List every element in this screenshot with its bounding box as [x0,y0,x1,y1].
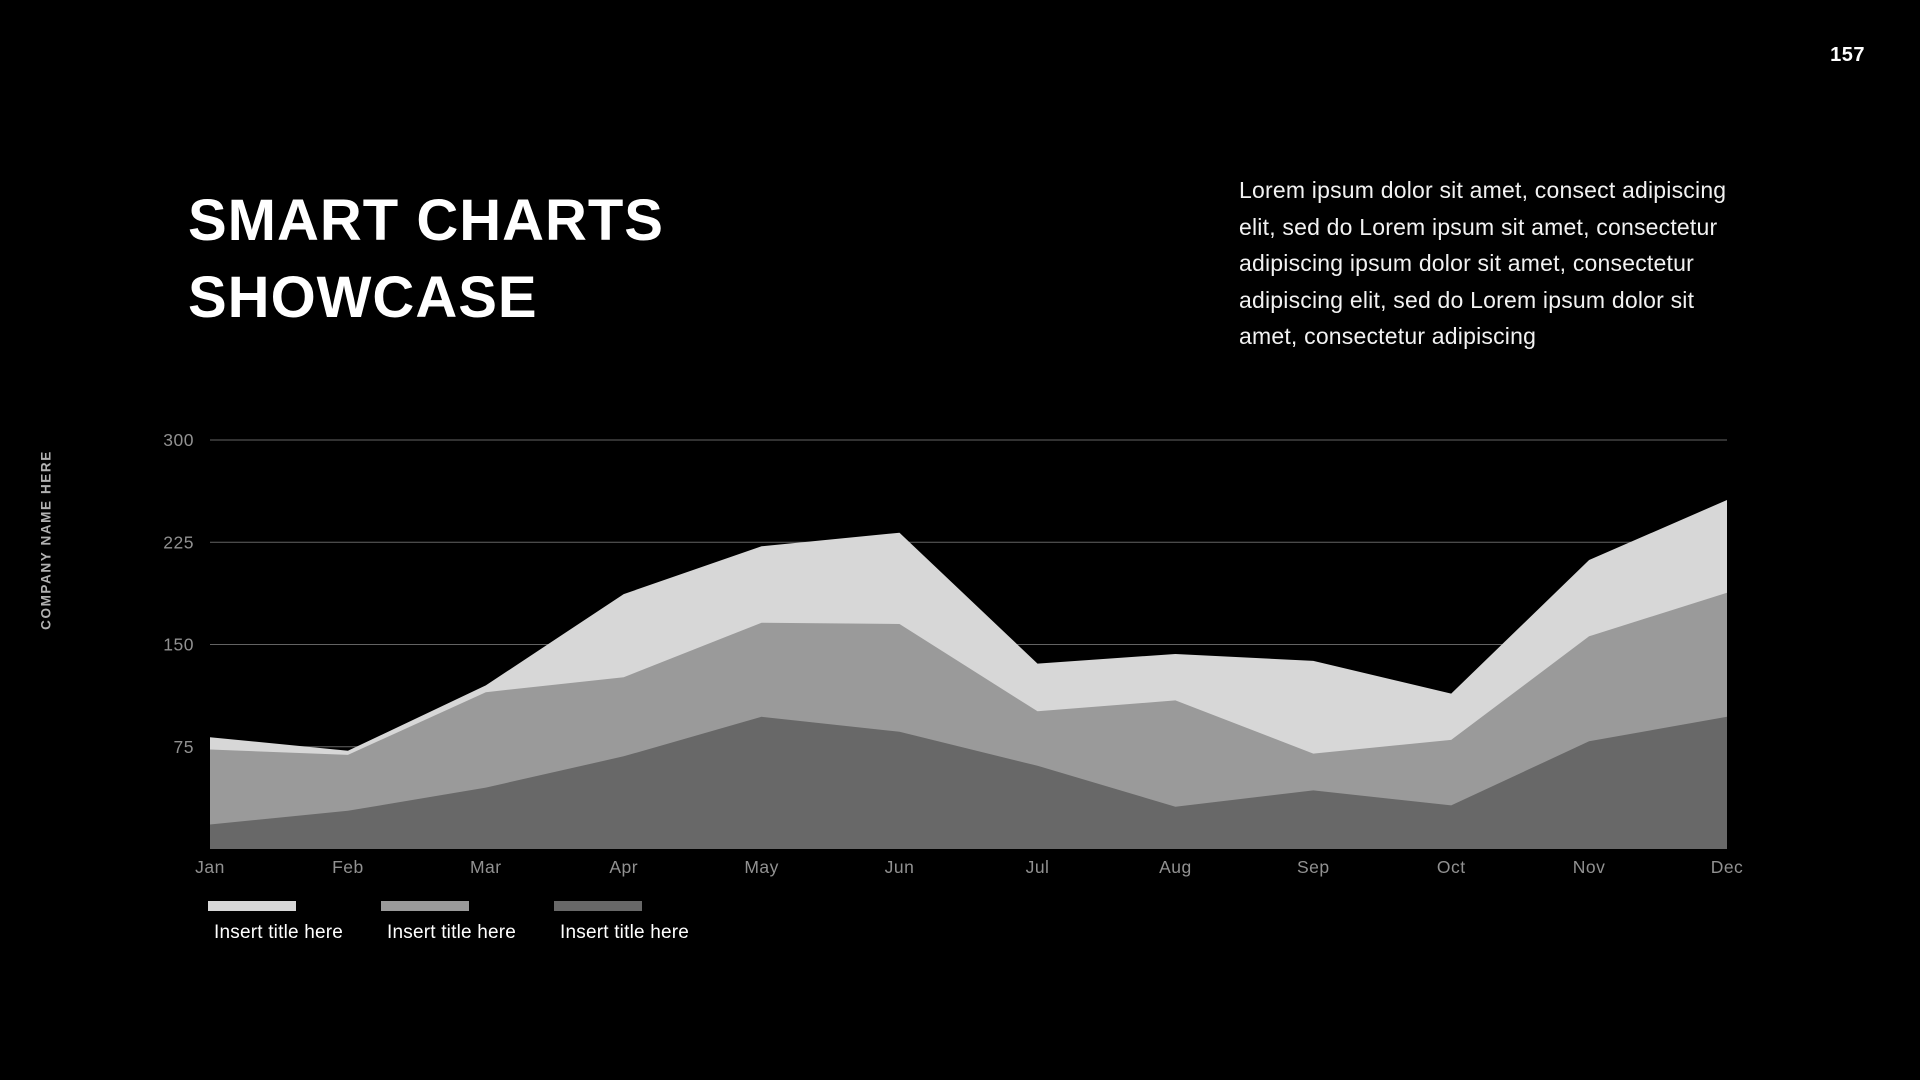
legend-label: Insert title here [214,922,344,943]
svg-text:Jul: Jul [1026,857,1050,877]
chart-legend: Insert title here Insert title here Inse… [208,901,697,944]
legend-item: Insert title here [554,901,697,944]
svg-text:Oct: Oct [1437,857,1466,877]
legend-label: Insert title here [560,922,690,943]
legend-swatch-light [208,901,296,911]
svg-text:Nov: Nov [1573,857,1606,877]
svg-text:Feb: Feb [332,857,364,877]
description-paragraph: Lorem ipsum dolor sit amet, consect adip… [1239,177,1727,349]
svg-text:May: May [744,857,779,877]
svg-text:Sep: Sep [1297,857,1330,877]
legend-label: Insert title here [387,922,517,943]
svg-text:300: 300 [163,430,194,450]
legend-item: Insert title here [381,901,524,944]
svg-text:Aug: Aug [1159,857,1192,877]
page-title: SMART CHARTS SHOWCASE [188,182,664,336]
svg-text:75: 75 [174,737,194,757]
legend-swatch-medium [381,901,469,911]
page-title-line1: SMART CHARTS [188,188,664,253]
svg-text:Jan: Jan [195,857,225,877]
svg-text:Dec: Dec [1711,857,1744,877]
svg-text:Mar: Mar [470,857,502,877]
svg-text:150: 150 [163,635,194,655]
legend-swatch-dark [554,901,642,911]
page-number: 157 [1830,44,1865,66]
legend-item: Insert title here [208,901,351,944]
svg-text:225: 225 [163,532,194,552]
svg-text:Jun: Jun [885,857,915,877]
svg-text:Apr: Apr [609,857,638,877]
page-title-line2: SHOWCASE [188,265,538,330]
